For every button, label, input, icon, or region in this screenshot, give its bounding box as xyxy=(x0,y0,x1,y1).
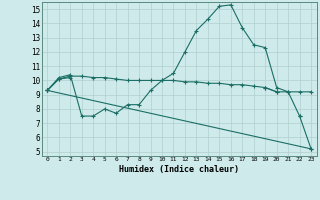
X-axis label: Humidex (Indice chaleur): Humidex (Indice chaleur) xyxy=(119,165,239,174)
